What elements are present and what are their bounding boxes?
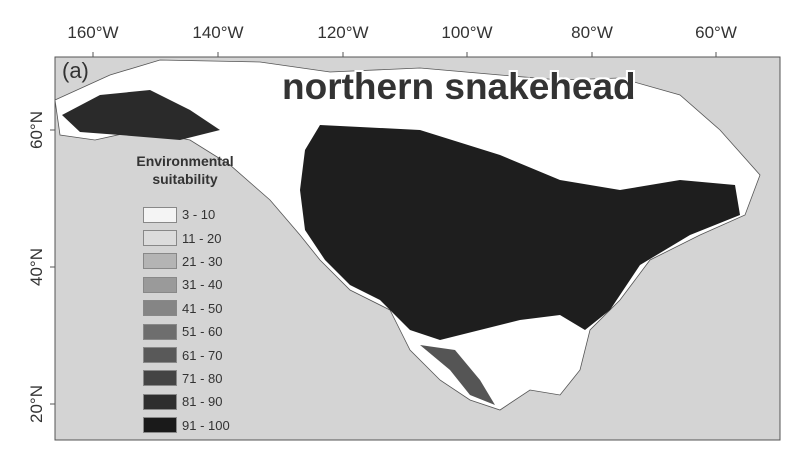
legend-label: 71 - 80 [182,370,223,386]
y-tick: 60°N [27,111,46,149]
x-tick: 160°W [67,23,118,42]
x-tick: 60°W [695,23,737,42]
legend-label: 41 - 50 [182,300,223,316]
suitability-region-mexico [420,345,495,405]
legend-item: 81 - 90 [143,390,230,413]
x-tick: 100°W [441,23,492,42]
legend-label: 51 - 60 [182,324,223,340]
legend-item: 11 - 20 [143,226,230,249]
x-tick: 120°W [317,23,368,42]
y-tick: 40°N [27,248,46,286]
x-tick: 140°W [192,23,243,42]
legend-swatch [143,253,177,270]
legend-swatch [143,370,177,387]
map-title: northern snakehead [282,66,636,107]
suitability-region-alaska [62,90,220,140]
legend-item: 61 - 70 [143,343,230,366]
legend-item: 21 - 30 [143,250,230,273]
legend-label: 31 - 40 [182,277,223,293]
legend-label: 81 - 90 [182,394,223,410]
y-axis: 60°N 40°N 20°N [27,111,55,423]
legend-item: 51 - 60 [143,320,230,343]
legend-title-line: suitability [152,171,218,187]
x-axis: 160°W 140°W 120°W 100°W 80°W 60°W [67,23,737,57]
legend-swatch [143,300,177,317]
legend-item: 91 - 100 [143,414,230,437]
legend-label: 21 - 30 [182,253,223,269]
legend-item: 31 - 40 [143,273,230,296]
legend-swatch [143,230,177,247]
legend-item: 3 - 10 [143,203,230,226]
legend-swatch [143,347,177,364]
legend-title-line: Environmental [136,153,234,169]
suitability-region [300,125,740,340]
legend-item: 71 - 80 [143,367,230,390]
legend-label: 91 - 100 [182,417,230,433]
legend-swatch [143,323,177,340]
panel-label: (a) [62,58,89,83]
x-tick: 80°W [571,23,613,42]
legend: 3 - 10 11 - 20 21 - 30 31 - 40 41 - 50 51 - 6… [143,203,230,437]
y-tick: 20°N [27,385,46,423]
legend-item: 41 - 50 [143,297,230,320]
legend-label: 61 - 70 [182,347,223,363]
legend-title: Environmental suitability [110,152,260,188]
legend-swatch [143,417,177,434]
legend-swatch [143,393,177,410]
legend-swatch [143,276,177,293]
legend-label: 11 - 20 [182,230,222,246]
legend-swatch [143,206,177,223]
legend-label: 3 - 10 [182,207,216,223]
